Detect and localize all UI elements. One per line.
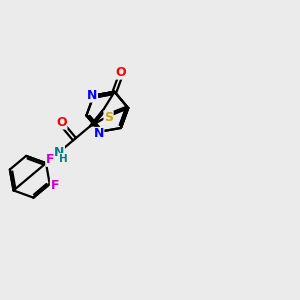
Text: O: O [116,66,126,79]
Text: F: F [46,153,54,166]
Text: O: O [56,116,67,129]
Text: N: N [54,146,64,159]
Text: N: N [87,89,98,102]
Text: S: S [104,111,113,124]
Text: N: N [93,128,104,140]
Text: F: F [50,179,59,192]
Text: H: H [59,154,68,164]
